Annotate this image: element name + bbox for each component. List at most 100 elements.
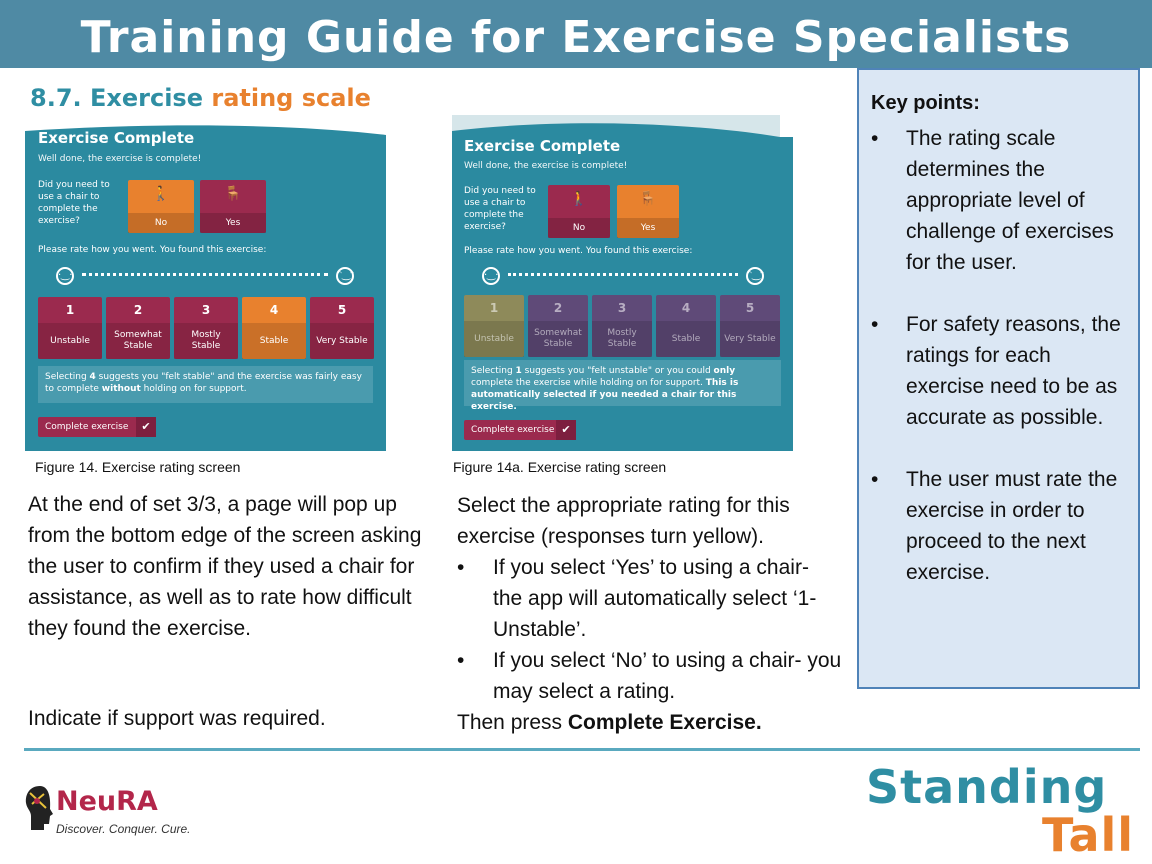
rating-label: Very Stable <box>310 323 374 359</box>
section-title: 8.7. Exercise rating scale <box>30 84 371 112</box>
info-bold: This is automatically selected if you ne… <box>471 378 739 412</box>
figure-14a-caption: Figure 14a. Exercise rating screen <box>453 459 667 475</box>
info-bold: without <box>101 384 141 394</box>
info-text: complete the exercise while holding on f… <box>471 378 706 388</box>
rating-option-4[interactable]: 4 Stable <box>656 295 716 357</box>
info-bold: only <box>713 366 736 376</box>
rating-number: 5 <box>745 301 755 315</box>
rating-label: Unstable <box>464 321 524 357</box>
complete-button-label: Complete exercise <box>471 425 555 435</box>
rating-option-1[interactable]: 1 Unstable <box>464 295 524 357</box>
chair-yes-label: Yes <box>617 218 679 238</box>
page-title: Training Guide for Exercise Specialists <box>80 12 1072 63</box>
rating-option-3[interactable]: 3 Mostly Stable <box>174 297 238 359</box>
chair-icon: 🪑 <box>639 191 657 207</box>
rating-slider[interactable]: ·‿· ᵔ‿ᵔ <box>482 267 764 287</box>
neura-head-icon <box>25 786 53 830</box>
screen-title: Exercise Complete <box>464 137 621 155</box>
screen-subtitle: Well done, the exercise is complete! <box>38 154 202 164</box>
slider-track <box>82 273 328 276</box>
rating-number: 4 <box>269 303 279 317</box>
rating-option-5[interactable]: 5 Very Stable <box>310 297 374 359</box>
neutral-face-icon: ·‿· <box>482 267 500 285</box>
screen-title: Exercise Complete <box>38 129 195 147</box>
figure-14-caption: Figure 14. Exercise rating screen <box>35 459 241 475</box>
chair-question: Did you need to use a chair to complete … <box>464 186 536 232</box>
rating-option-2[interactable]: 2 Somewhat Stable <box>106 297 170 359</box>
rating-number: 5 <box>337 303 347 317</box>
outro-text: Then press <box>457 711 568 734</box>
happy-face-icon: ᵔ‿ᵔ <box>336 267 354 285</box>
rating-option-1[interactable]: 1 Unstable <box>38 297 102 359</box>
footer-divider <box>24 748 1140 751</box>
slider-track <box>508 273 738 276</box>
neura-tagline: Discover. Conquer. Cure. <box>56 822 191 836</box>
rating-number: 1 <box>65 303 75 317</box>
rating-number: 3 <box>617 301 627 315</box>
rating-info-box: Selecting 1 suggests you "felt unstable"… <box>464 360 781 412</box>
chair-yes-button[interactable]: 🪑 Yes <box>617 185 679 238</box>
middle-text: Select the appropriate rating for this e… <box>457 490 842 738</box>
chair-yes-button[interactable]: 🪑 Yes <box>200 180 266 233</box>
section-number-title: 8.7. Exercise <box>30 84 203 112</box>
standing-word: Standing <box>866 760 1108 814</box>
chair-no-button[interactable]: 🚶 No <box>548 185 610 238</box>
rating-option-5[interactable]: 5 Very Stable <box>720 295 780 357</box>
screen-subtitle: Well done, the exercise is complete! <box>464 161 628 171</box>
middle-bullet: If you select ‘Yes’ to using a chair- th… <box>457 552 842 645</box>
rating-number: 2 <box>133 303 143 317</box>
complete-exercise-button[interactable]: Complete exercise ✔ <box>464 420 576 440</box>
rating-option-4[interactable]: 4 Stable <box>242 297 306 359</box>
chair-no-label: No <box>128 213 194 233</box>
person-icon: 🚶 <box>570 191 588 207</box>
rating-option-2[interactable]: 2 Somewhat Stable <box>528 295 588 357</box>
exercise-rating-screen-1: Exercise Complete Well done, the exercis… <box>25 121 386 451</box>
rating-number: 2 <box>553 301 563 315</box>
neura-logo: NeuRA Discover. Conquer. Cure. <box>22 784 202 842</box>
section-accent-title: rating scale <box>211 84 371 112</box>
chair-yes-label: Yes <box>200 213 266 233</box>
complete-exercise-button[interactable]: Complete exercise ✔ <box>38 417 156 437</box>
wave-decoration <box>452 115 793 137</box>
rating-label: Mostly Stable <box>174 323 238 359</box>
rating-number: 1 <box>489 301 499 315</box>
info-number: 1 <box>515 366 522 376</box>
happy-face-icon: ᵔ‿ᵔ <box>746 267 764 285</box>
middle-outro: Then press Complete Exercise. <box>457 707 842 738</box>
key-points-title: Key points: <box>871 92 980 114</box>
standing-tall-logo: Standing Tall <box>866 760 1136 862</box>
key-point-item: For safety reasons, the ratings for each… <box>869 309 1134 433</box>
check-icon: ✔ <box>136 417 156 437</box>
chair-question: Did you need to use a chair to complete … <box>38 180 110 226</box>
chair-no-label: No <box>548 218 610 238</box>
neura-name: NeuRA <box>56 786 158 817</box>
rating-label: Very Stable <box>720 321 780 357</box>
chair-icon: 🪑 <box>224 186 242 202</box>
rating-label: Mostly Stable <box>592 321 652 357</box>
info-text: holding on for support. <box>140 384 247 394</box>
info-text: suggests you "felt stable" and the exerc… <box>45 372 362 394</box>
rating-info-box: Selecting 4 suggests you "felt stable" a… <box>38 366 373 403</box>
person-icon: 🚶 <box>152 186 170 202</box>
exercise-rating-screen-2: Exercise Complete Well done, the exercis… <box>452 115 793 451</box>
key-point-item: The rating scale determines the appropri… <box>869 123 1134 278</box>
chair-no-button[interactable]: 🚶 No <box>128 180 194 233</box>
key-points-box: Key points: The rating scale determines … <box>857 68 1140 689</box>
left-note: Indicate if support was required. <box>28 707 326 730</box>
rating-label: Unstable <box>38 323 102 359</box>
neutral-face-icon: ·‿· <box>56 267 74 285</box>
rating-label: Somewhat Stable <box>106 323 170 359</box>
rating-option-3[interactable]: 3 Mostly Stable <box>592 295 652 357</box>
rating-slider[interactable]: ·‿· ᵔ‿ᵔ <box>56 267 354 287</box>
tall-word: Tall <box>1042 808 1135 862</box>
rate-question: Please rate how you went. You found this… <box>464 246 693 256</box>
info-number: 4 <box>89 372 96 382</box>
outro-bold: Complete Exercise. <box>567 711 762 734</box>
rating-label: Somewhat Stable <box>528 321 588 357</box>
info-text: Selecting <box>471 366 516 376</box>
rating-number: 3 <box>201 303 211 317</box>
middle-bullet: If you select ‘No’ to using a chair- you… <box>457 645 842 707</box>
header-bar: Training Guide for Exercise Specialists <box>0 0 1152 68</box>
info-text: Selecting <box>45 372 90 382</box>
complete-button-label: Complete exercise <box>45 422 129 432</box>
